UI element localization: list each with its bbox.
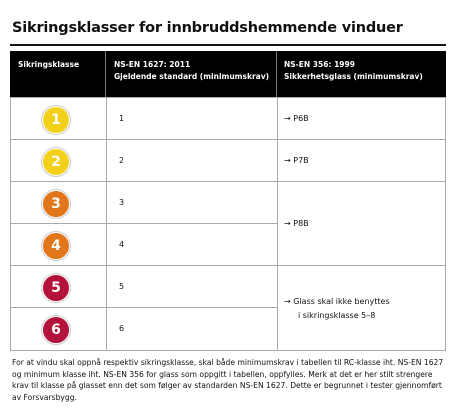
title-rule bbox=[10, 44, 446, 46]
title: Sikringsklasser for innbruddshemmende vi… bbox=[12, 20, 403, 36]
header-cell: NS-EN 356: 1999 Sikkerhetsglass (minimums… bbox=[284, 59, 423, 83]
class-badge: 4 bbox=[42, 232, 70, 260]
glass-text: → P8B bbox=[284, 219, 309, 228]
glass-cell: → P8B bbox=[278, 182, 445, 266]
class-badge: 6 bbox=[42, 316, 70, 344]
standard: 1 bbox=[119, 114, 125, 123]
glass-text: → Glass skal ikke benyttes bbox=[284, 297, 390, 306]
footnote-line: av Forsvarsbygg. bbox=[12, 392, 77, 402]
table-header: Sikringsklasse NS-EN 1627: 2011 Gjeldende… bbox=[10, 51, 446, 97]
divider bbox=[277, 98, 278, 350]
footnote-line: og minimum klasse iht. NS-EN 356 for gla… bbox=[12, 369, 433, 379]
divider bbox=[276, 51, 277, 97]
glass-text: i sikringsklasse 5–8 bbox=[298, 311, 376, 320]
header-cell: NS-EN 1627: 2011 Gjeldende standard (mini… bbox=[114, 59, 269, 83]
header-text: NS-EN 1627: 2011 bbox=[114, 60, 191, 69]
standard: 2 bbox=[119, 156, 125, 165]
glass-cell: → P7B bbox=[278, 140, 445, 182]
footnote-line: For at vindu skal oppnå respektiv sikrin… bbox=[12, 358, 444, 367]
standard: 5 bbox=[119, 282, 125, 291]
header-text: NS-EN 356: 1999 bbox=[284, 60, 355, 69]
class-badge: 2 bbox=[42, 148, 70, 176]
class-badge: 1 bbox=[42, 106, 70, 134]
glass-cell: → Glass skal ikke benyttes i sikringsklas… bbox=[278, 266, 445, 350]
header-text: Sikkerhetsglass (minimumskrav) bbox=[284, 72, 423, 81]
standard: 3 bbox=[119, 198, 125, 207]
glass-text: → P7B bbox=[284, 156, 309, 165]
glass-cell: → P6B bbox=[278, 98, 445, 140]
divider bbox=[105, 51, 106, 97]
footnote-line: krav til klasse på glasset enn det som f… bbox=[12, 381, 442, 390]
divider bbox=[106, 98, 107, 350]
class-badge: 5 bbox=[42, 274, 70, 302]
header-text: Gjeldende standard (minimumskrav) bbox=[114, 72, 270, 81]
header-cell: Sikringsklasse bbox=[18, 59, 79, 71]
footnote: For at vindu skal oppnå respektiv sikrin… bbox=[12, 357, 443, 403]
standard: 6 bbox=[119, 324, 125, 333]
class-badge: 3 bbox=[42, 190, 70, 218]
header-text: Sikringsklasse bbox=[18, 60, 80, 69]
glass-text: → P6B bbox=[284, 114, 309, 123]
standard: 4 bbox=[119, 240, 125, 249]
